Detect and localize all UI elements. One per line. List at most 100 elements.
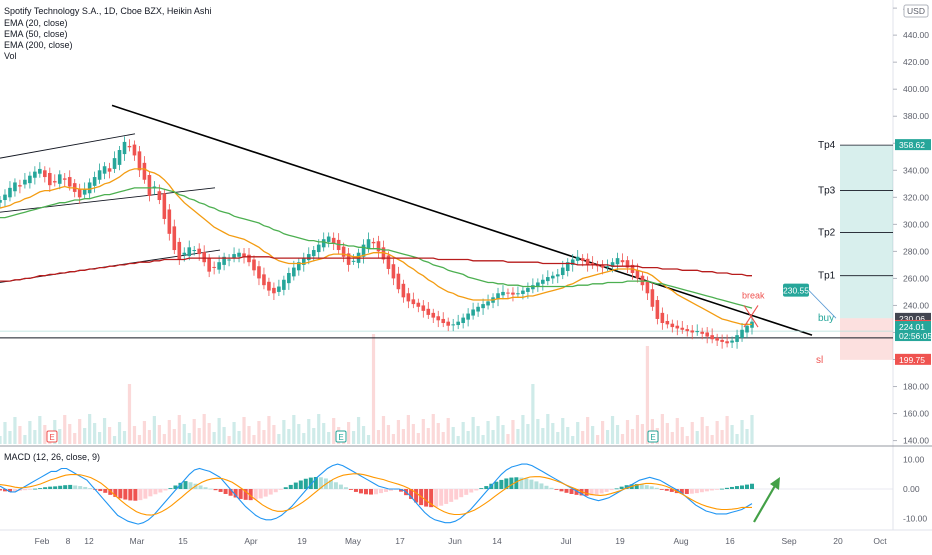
macd-histogram-bar: [659, 489, 664, 490]
y-tick-label: 160.00: [903, 409, 929, 419]
currency-badge[interactable]: USD: [907, 6, 925, 16]
break-label: break: [742, 291, 765, 301]
macd-histogram-bar: [449, 489, 454, 502]
y-tick-label: 340.00: [903, 165, 929, 175]
volume-bar: [406, 415, 410, 444]
volume-bar: [272, 425, 276, 444]
candle-body: [406, 293, 411, 302]
macd-histogram-bar: [504, 478, 509, 489]
candle-body: [730, 340, 734, 343]
currency-badge-box[interactable]: [903, 4, 929, 18]
candle-body: [321, 239, 326, 248]
volume-bar: [312, 428, 316, 444]
macd-histogram-bar: [664, 489, 669, 491]
macd-histogram-bar: [58, 485, 63, 489]
candle-body: [202, 252, 206, 263]
macd-histogram-bar: [399, 489, 404, 492]
macd-histogram-bar: [579, 489, 584, 496]
volume-bar: [157, 425, 161, 444]
candle-body: [217, 262, 221, 270]
earnings-mark: E: [650, 433, 655, 442]
macd-histogram-bar: [253, 489, 258, 500]
macd-histogram-bar: [424, 489, 429, 507]
macd-tick-label: 10.00: [903, 455, 925, 465]
volume-bar: [680, 427, 684, 444]
macd-histogram-bar: [273, 489, 278, 493]
channel-upper-line: [0, 133, 136, 159]
volume-bar: [202, 414, 206, 444]
candle-body: [306, 254, 311, 261]
volume-bar: [730, 425, 734, 444]
macd-histogram-bar: [739, 485, 744, 489]
price-axis[interactable]: 460.00440.00420.00400.00380.00360.00340.…: [893, 3, 929, 446]
volume-bar: [411, 424, 415, 444]
volume-bar: [710, 435, 714, 444]
candle-body: [391, 264, 396, 279]
x-tick-label: 17: [395, 536, 405, 546]
volume-bar: [307, 419, 311, 444]
candle-body: [257, 266, 261, 279]
candle-body: [28, 175, 32, 184]
volume-bar: [735, 434, 739, 444]
macd-histogram-bar: [283, 487, 288, 489]
volume-bar: [332, 418, 336, 444]
macd-histogram-bar: [103, 489, 108, 493]
macd-histogram-bar: [203, 487, 208, 489]
position-zones: Tp1 Tp2 Tp3 Tp4: [818, 140, 893, 360]
macd-histogram-bar: [679, 489, 684, 494]
volume-bar: [207, 423, 211, 444]
candle-body: [740, 329, 744, 338]
candle-body: [277, 286, 281, 292]
macd-histogram-bar: [464, 489, 469, 495]
volume-bar: [317, 414, 321, 444]
candle-body: [575, 256, 580, 261]
macd-histogram-bar: [143, 489, 148, 499]
macd-histogram-bar: [28, 489, 33, 490]
volume-bar: [117, 422, 122, 444]
candle-body: [122, 141, 127, 155]
channel-lower-line: [0, 187, 216, 213]
macd-histogram-bar: [248, 489, 253, 501]
y-tick-label: 400.00: [903, 84, 929, 94]
volume-bar: [152, 416, 156, 444]
candle-body: [441, 318, 446, 324]
candle-body: [680, 327, 685, 330]
volume-bar: [252, 435, 256, 444]
x-tick-label: 15: [178, 536, 188, 546]
volume-bar: [28, 421, 32, 444]
macd-histogram-bar: [469, 489, 474, 493]
macd-histogram-bar: [153, 489, 158, 495]
candle-body: [386, 255, 391, 269]
volume-bar: [162, 434, 166, 444]
volume-bar: [302, 433, 306, 444]
volume-bar: [182, 424, 186, 444]
macd-histogram-bar: [218, 489, 223, 492]
candle-body: [725, 341, 729, 344]
macd-histogram-bar: [288, 484, 293, 489]
volume-bar: [685, 436, 689, 444]
candle-body: [715, 337, 719, 341]
candle-body: [700, 331, 704, 334]
volume-bar: [287, 429, 291, 444]
volume-bar: [177, 415, 181, 444]
candle-body: [670, 323, 675, 328]
x-tick-label: 19: [615, 536, 625, 546]
volume-bar: [43, 425, 47, 444]
volume-bar: [232, 422, 236, 444]
ema-line-3: [0, 256, 752, 282]
time-axis[interactable]: Feb 8 12 Mar 15 Apr 19 May 17 Jun 14 Jul 19 Aug 16 Sep 2…: [35, 536, 888, 546]
candle-body: [43, 170, 47, 178]
volume-bar: [366, 435, 371, 444]
macd-histogram-bar: [474, 489, 479, 491]
candle-body: [695, 331, 700, 333]
candle-body: [182, 252, 187, 255]
candle-body: [745, 325, 749, 333]
candle-body: [655, 300, 660, 319]
volume-bar: [581, 431, 585, 444]
macd-histogram-bar: [43, 487, 48, 489]
volume-bar: [531, 384, 535, 444]
macd-tick-label: 0.00: [903, 484, 920, 494]
x-tick-label: 14: [492, 536, 502, 546]
macd-histogram-bar: [639, 484, 644, 489]
